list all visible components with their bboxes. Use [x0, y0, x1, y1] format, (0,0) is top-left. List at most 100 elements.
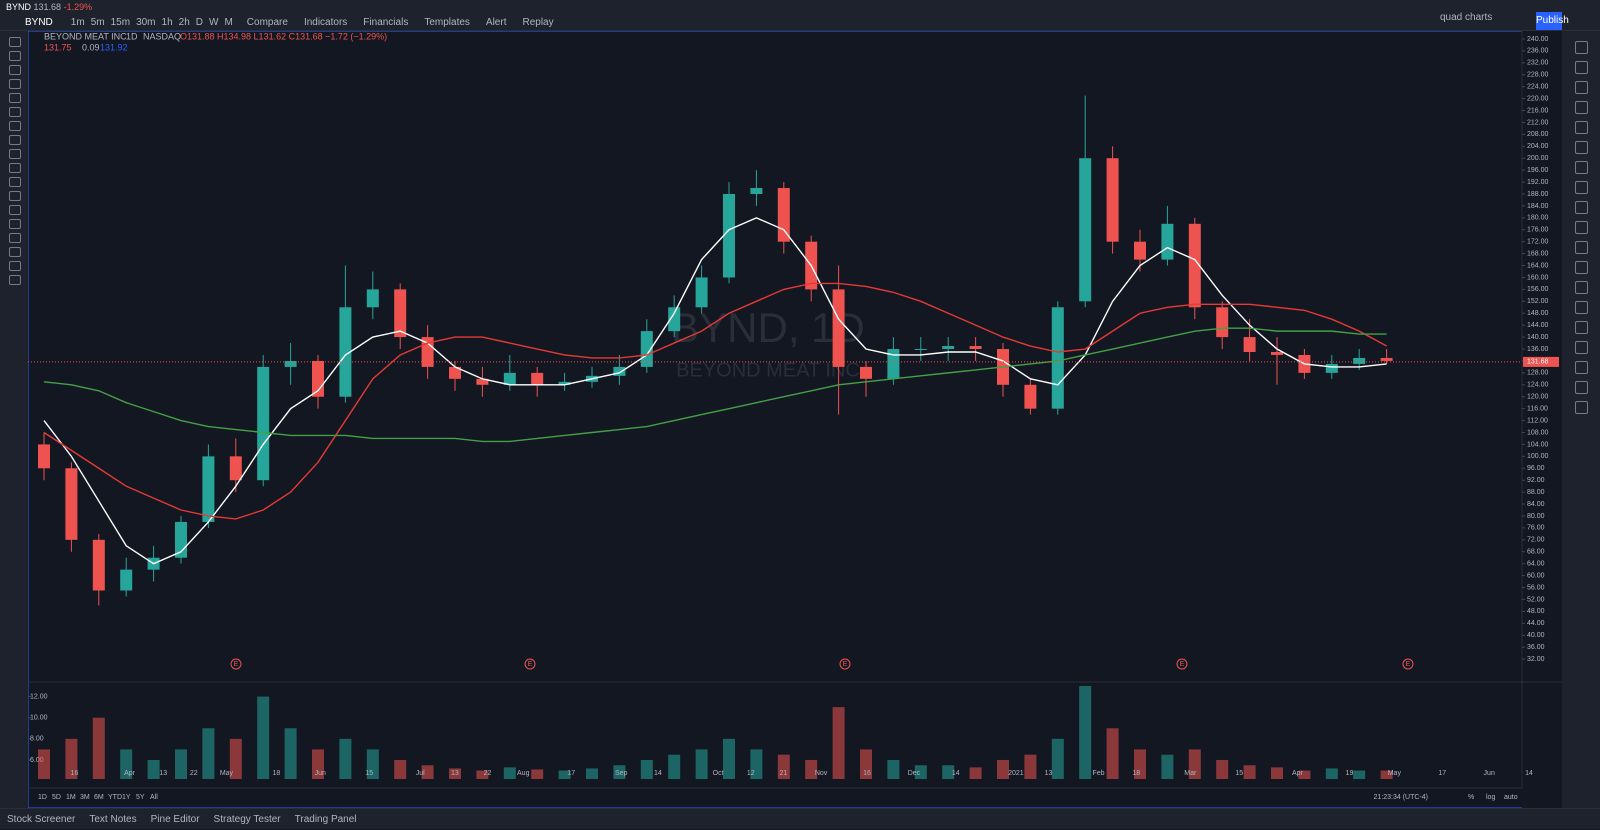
- tool-icon[interactable]: [9, 149, 21, 159]
- widget-icon[interactable]: [1575, 221, 1588, 234]
- tool-icon[interactable]: [9, 163, 21, 173]
- widget-bar: [1562, 31, 1600, 808]
- volume-bar: [257, 696, 270, 779]
- candle-body: [1271, 352, 1283, 355]
- panel-tab[interactable]: Text Notes: [89, 814, 137, 825]
- volume-bar: [668, 754, 681, 779]
- publish-button[interactable]: Publish: [1536, 12, 1569, 30]
- widget-icon[interactable]: [1575, 341, 1588, 354]
- panel-tab[interactable]: Pine Editor: [150, 814, 200, 825]
- tool-icon[interactable]: [9, 135, 21, 145]
- widget-icon[interactable]: [1575, 301, 1588, 314]
- interval-button[interactable]: D: [195, 17, 203, 28]
- price-tick-label: 148.00: [1527, 310, 1549, 317]
- layout-name[interactable]: quad charts: [1440, 12, 1493, 23]
- interval-button[interactable]: 5m: [90, 17, 105, 28]
- price-tick-label: 232.00: [1527, 60, 1549, 67]
- tool-icon[interactable]: [9, 121, 21, 131]
- toolbar-button[interactable]: Replay: [522, 17, 554, 28]
- tool-icon[interactable]: [9, 79, 21, 89]
- candle-body: [1106, 158, 1119, 242]
- candle-body: [120, 569, 133, 591]
- date-label: May: [220, 770, 234, 777]
- volume-bar: [366, 749, 379, 779]
- interval-button[interactable]: M: [224, 17, 233, 28]
- range-button[interactable]: 3M: [80, 794, 90, 801]
- candle-body: [1243, 337, 1256, 352]
- panel-tab[interactable]: Trading Panel: [294, 814, 357, 825]
- range-button[interactable]: YTD: [108, 794, 122, 801]
- widget-icon[interactable]: [1575, 81, 1588, 94]
- widget-icon[interactable]: [1575, 141, 1588, 154]
- symbol-search[interactable]: BYND: [25, 17, 53, 28]
- toolbar-button[interactable]: Alert: [485, 17, 507, 28]
- tool-icon[interactable]: [9, 37, 21, 47]
- tool-icon[interactable]: [9, 247, 21, 257]
- range-button[interactable]: All: [150, 794, 158, 801]
- range-button[interactable]: 1M: [66, 794, 76, 801]
- interval-button[interactable]: 1m: [70, 17, 85, 28]
- toolbar-button[interactable]: Financials: [363, 17, 409, 28]
- interval-button[interactable]: 2h: [178, 17, 190, 28]
- widget-icon[interactable]: [1575, 361, 1588, 374]
- widget-icon[interactable]: [1575, 281, 1588, 294]
- price-tick-label: 196.00: [1527, 167, 1549, 174]
- widget-icon[interactable]: [1575, 61, 1588, 74]
- range-button[interactable]: 6M: [94, 794, 104, 801]
- toolbar-button[interactable]: Indicators: [303, 17, 348, 28]
- widget-icon[interactable]: [1575, 201, 1588, 214]
- price-tick-label: 208.00: [1527, 131, 1549, 138]
- range-button[interactable]: 1Y: [122, 794, 131, 801]
- volume-bar: [312, 749, 324, 779]
- widget-icon[interactable]: [1575, 181, 1588, 194]
- tool-icon[interactable]: [9, 107, 21, 117]
- tool-icon[interactable]: [9, 219, 21, 229]
- interval-button[interactable]: W: [209, 17, 219, 28]
- widget-icon[interactable]: [1575, 161, 1588, 174]
- candle-body: [394, 289, 407, 338]
- widget-icon[interactable]: [1575, 401, 1588, 414]
- date-label: 21: [779, 770, 787, 777]
- price-tick-label: 140.00: [1527, 334, 1549, 341]
- panel-tab[interactable]: Stock Screener: [7, 814, 76, 825]
- price-tick-label: 136.00: [1527, 346, 1549, 353]
- tool-icon[interactable]: [9, 51, 21, 61]
- range-button[interactable]: 5D: [52, 794, 61, 801]
- candle-body: [38, 444, 50, 469]
- interval-button[interactable]: 30m: [136, 17, 156, 28]
- volume-bar: [531, 769, 544, 779]
- date-label: 14: [654, 770, 662, 777]
- widget-icon[interactable]: [1575, 381, 1588, 394]
- range-button[interactable]: 1D: [38, 794, 47, 801]
- widget-icon[interactable]: [1575, 241, 1588, 254]
- widget-icon[interactable]: [1575, 121, 1588, 134]
- last-price-label: 131.68: [1527, 359, 1549, 366]
- widget-icon[interactable]: [1575, 101, 1588, 114]
- tool-icon[interactable]: [9, 177, 21, 187]
- widget-icon[interactable]: [1575, 41, 1588, 54]
- candle-body: [503, 372, 516, 385]
- panel-tab[interactable]: Strategy Tester: [213, 814, 281, 825]
- browser-tab[interactable]: BYND 131.68 -1.29%: [0, 0, 92, 14]
- tool-icon[interactable]: [9, 233, 21, 243]
- widget-icon[interactable]: [1575, 321, 1588, 334]
- tool-icon[interactable]: [9, 65, 21, 75]
- widget-icon[interactable]: [1575, 261, 1588, 274]
- date-label: 22: [190, 770, 198, 777]
- date-label: Jul: [416, 770, 425, 777]
- tool-icon[interactable]: [9, 93, 21, 103]
- volume-bar: [175, 749, 187, 779]
- tool-icon[interactable]: [9, 205, 21, 215]
- tool-icon[interactable]: [9, 261, 21, 271]
- toolbar-button[interactable]: Compare: [246, 17, 288, 28]
- toolbar-button[interactable]: Templates: [424, 17, 470, 28]
- range-button[interactable]: 5Y: [136, 794, 145, 801]
- price-tick-label: 168.00: [1527, 250, 1549, 257]
- tool-icon[interactable]: [9, 191, 21, 201]
- date-label: 13: [159, 770, 167, 777]
- moving-average: [43, 217, 1387, 565]
- moving-average: [43, 327, 1387, 443]
- interval-button[interactable]: 15m: [110, 17, 131, 28]
- interval-button[interactable]: 1h: [161, 17, 173, 28]
- tool-icon[interactable]: [9, 275, 21, 285]
